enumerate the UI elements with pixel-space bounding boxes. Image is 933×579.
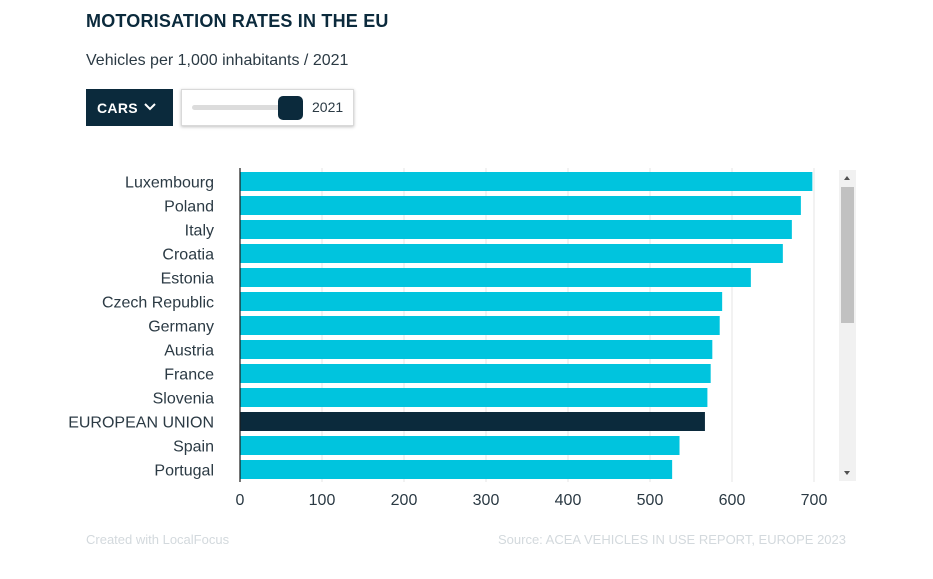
bar[interactable] [240, 460, 673, 479]
bar[interactable] [240, 268, 751, 287]
category-label: Slovenia [153, 391, 214, 408]
x-tick-label: 700 [801, 492, 828, 509]
x-tick-label: 0 [236, 492, 245, 509]
chart-scrollbar[interactable] [839, 170, 856, 481]
category-label: Germany [148, 319, 214, 336]
category-label: Portugal [154, 463, 214, 480]
bar[interactable] [240, 364, 711, 383]
category-label: Italy [185, 223, 214, 240]
scroll-down-arrow-icon[interactable] [844, 471, 850, 475]
year-slider[interactable]: 2021 [181, 89, 354, 126]
chevron-down-icon [144, 103, 156, 111]
scrollbar-thumb[interactable] [841, 187, 854, 323]
bar[interactable] [240, 340, 713, 359]
source-text: Source: ACEA VEHICLES IN USE REPORT, EUR… [497, 532, 846, 547]
slider-handle[interactable] [278, 96, 303, 120]
x-tick-label: 600 [719, 492, 746, 509]
bar[interactable] [240, 436, 680, 455]
chart-title: MOTORISATION RATES IN THE EU [86, 11, 389, 31]
category-label: France [164, 367, 214, 384]
bar-highlight[interactable] [240, 412, 705, 431]
x-tick-label: 500 [637, 492, 664, 509]
bar[interactable] [240, 172, 813, 191]
bar[interactable] [240, 388, 708, 407]
category-label: Austria [164, 343, 214, 360]
slider-track[interactable] [192, 105, 300, 110]
scroll-up-arrow-icon[interactable] [844, 176, 850, 180]
x-tick-label: 400 [555, 492, 582, 509]
category-label: Czech Republic [102, 295, 214, 312]
category-label: Spain [173, 439, 214, 456]
bar[interactable] [240, 244, 783, 263]
x-tick-label: 100 [309, 492, 336, 509]
category-label: EUROPEAN UNION [68, 415, 214, 432]
bar[interactable] [240, 316, 720, 335]
bar[interactable] [240, 292, 723, 311]
category-label: Luxembourg [125, 175, 214, 192]
x-tick-label: 200 [391, 492, 418, 509]
category-label: Estonia [161, 271, 214, 288]
category-label: Croatia [162, 247, 214, 264]
vehicle-type-dropdown[interactable]: CARS [86, 89, 173, 126]
slider-year-value: 2021 [312, 99, 344, 115]
dropdown-label: CARS [97, 99, 138, 116]
category-label: Poland [164, 199, 214, 216]
chart-subtitle: Vehicles per 1,000 inhabitants / 2021 [86, 52, 349, 69]
bar[interactable] [240, 220, 792, 239]
credit-text[interactable]: Created with LocalFocus [86, 532, 230, 547]
bar[interactable] [240, 196, 801, 215]
x-tick-label: 300 [473, 492, 500, 509]
